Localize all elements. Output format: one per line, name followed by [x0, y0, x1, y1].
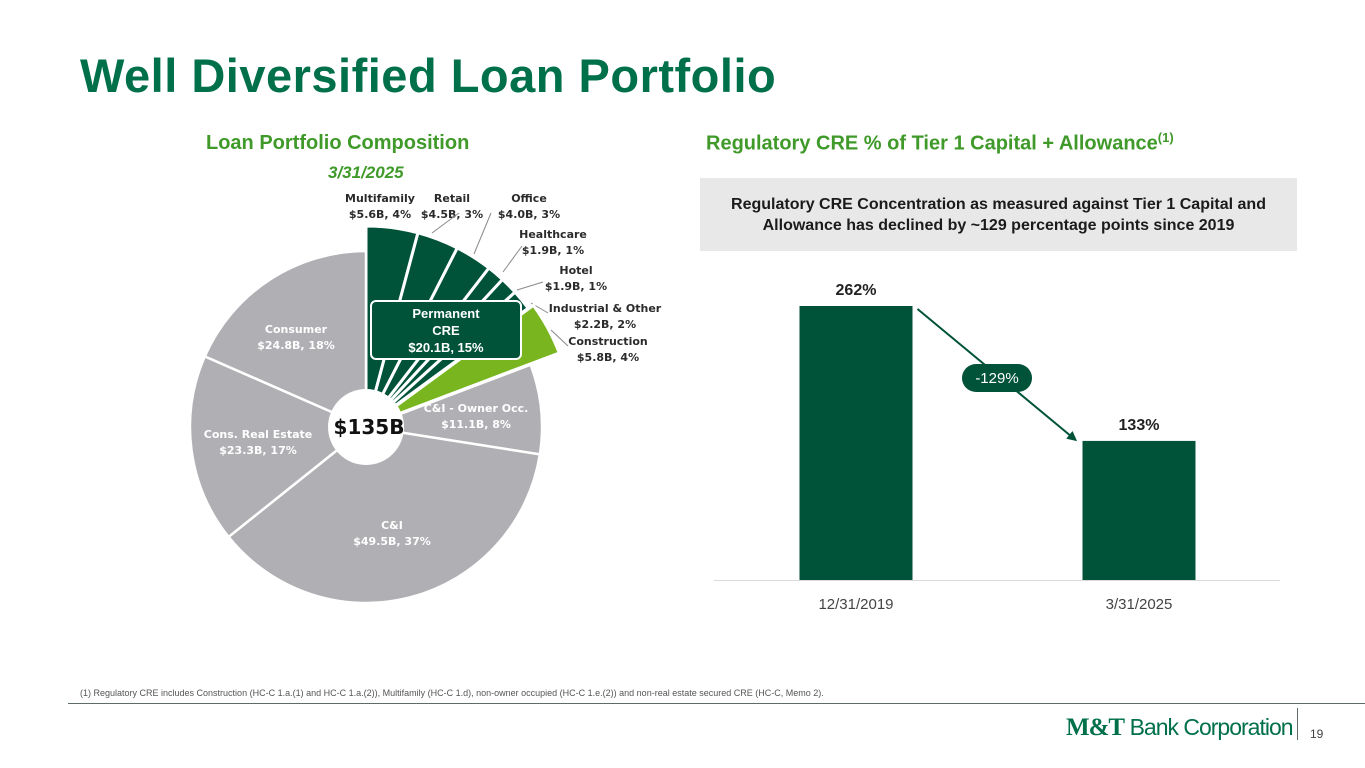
decline-annotation-label: -129% [975, 370, 1018, 387]
pie-chart-date: 3/31/2025 [328, 163, 404, 182]
pie-chart: Multifamily $5.6B, 4% Retail $4.5B, 3% Offic… [188, 192, 662, 605]
bar-value-label-12-31-2019: 262% [836, 282, 877, 299]
pie-label-healthcare: Healthcare [519, 228, 587, 241]
pie-value-hotel: $1.9B, 1% [545, 280, 607, 293]
pie-center-total-label: $135B [334, 415, 405, 439]
pie-label-retail: Retail [434, 192, 470, 205]
pie-leader-hotel [516, 281, 544, 291]
pie-value-c-i: $49.5B, 37% [353, 535, 431, 548]
pie-leader-office [473, 212, 492, 255]
page-title: Well Diversified Loan Portfolio [80, 49, 777, 102]
pie-label-multifamily: Multifamily [345, 192, 415, 205]
pie-slice-c-i-owner-occ [361, 363, 544, 456]
footnote: (1) Regulatory CRE includes Construction… [80, 688, 824, 698]
x-tick-label-3-31-2025: 3/31/2025 [1106, 596, 1173, 613]
pie-chart-subtitle: Loan Portfolio Composition [206, 132, 470, 154]
pie-label-office: Office [511, 192, 547, 205]
decline-annotation-pill [962, 364, 1032, 392]
pie-label-cons-real-estate: Cons. Real Estate [204, 428, 312, 441]
pie-value-retail: $4.5B, 3% [421, 208, 483, 221]
pie-label-construction: Construction [568, 335, 647, 348]
pie-value-construction: $5.8B, 4% [577, 351, 639, 364]
pie-slice-consumer [203, 249, 368, 429]
pie-slice-c-i [226, 425, 542, 605]
pie-leader-healthcare [502, 245, 523, 273]
logo-wordmark: Bank Corporation [1129, 714, 1294, 740]
pie-label-industrial-other: Industrial & Other [549, 302, 662, 315]
pie-value-consumer: $24.8B, 18% [257, 339, 335, 352]
page-number: 19 [1310, 727, 1324, 741]
pie-label-c-i: C&I [381, 519, 403, 532]
pie-label-hotel: Hotel [559, 264, 592, 277]
pie-value-office: $4.0B, 3% [498, 208, 560, 221]
bar-3-31-2025 [1082, 440, 1196, 580]
pie-value-industrial-other: $2.2B, 2% [574, 318, 636, 331]
pie-label-c-i-owner-occ: C&I - Owner Occ. [424, 402, 529, 415]
bar-chart: 262% 12/31/2019 133% 3/31/2025 -129% [714, 282, 1280, 613]
bar-value-label-3-31-2025: 133% [1119, 417, 1160, 434]
permanent-cre-box [370, 300, 522, 360]
permanent-cre-label-line-1: Permanent [412, 306, 480, 321]
pie-leader-retail [431, 212, 460, 234]
concentration-callout: Regulatory CRE Concentration as measured… [700, 178, 1297, 251]
pie-value-c-i-owner-occ: $11.1B, 8% [441, 418, 511, 431]
footnote-marker: (1) [1157, 130, 1174, 145]
pie-center-hole [328, 389, 404, 465]
bar-chart-subtitle: Regulatory CRE % of Tier 1 Capital + All… [706, 130, 1174, 156]
pie-slice-cons-real-estate [188, 354, 369, 539]
footer-divider [68, 703, 1365, 704]
pie-value-healthcare: $1.9B, 1% [522, 244, 584, 257]
pie-leader-construction [550, 329, 569, 347]
pie-value-multifamily: $5.6B, 4% [349, 208, 411, 221]
logo-mark: M&T [1066, 714, 1125, 741]
x-tick-label-12-31-2019: 12/31/2019 [818, 596, 893, 613]
bar-chart-subtitle-text: Regulatory CRE % of Tier 1 Capital + All… [706, 132, 1158, 155]
permanent-cre-label-line-2: CRE [432, 323, 460, 338]
permanent-cre-label-line-3: $20.1B, 15% [408, 340, 484, 355]
footer-vertical-divider [1297, 708, 1298, 740]
pie-value-cons-real-estate: $23.3B, 17% [219, 444, 297, 457]
company-logo: M&T Bank Corporation [1066, 714, 1294, 742]
pie-label-consumer: Consumer [265, 323, 328, 336]
bar-12-31-2019 [799, 306, 913, 580]
